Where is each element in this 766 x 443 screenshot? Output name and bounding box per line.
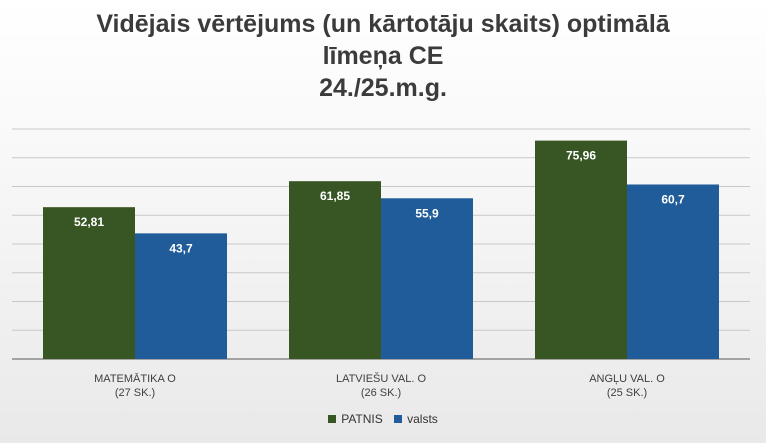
category-label: (27 SK.) — [115, 387, 155, 399]
data-label: 43,7 — [169, 241, 193, 255]
data-label: 75,96 — [566, 149, 596, 163]
bar-valsts-1 — [381, 198, 473, 359]
chart-title: Vidējais vērtējums (un kārtotāju skaits)… — [0, 8, 766, 104]
chart-title-line-3: 24./25.m.g. — [319, 74, 447, 102]
bar-valsts-0 — [135, 233, 227, 359]
legend-label-patnis: PATNIS — [341, 412, 383, 426]
chart-legend: PATNIS valsts — [0, 412, 766, 426]
legend-label-valsts: valsts — [407, 412, 438, 426]
category-label: MATEMĀTIKA O — [94, 373, 176, 385]
category-label: LATVIEŠU VAL. O — [336, 372, 427, 385]
legend-swatch-valsts — [394, 415, 403, 423]
bar-patnis-1 — [289, 181, 381, 359]
legend-item-valsts: valsts — [394, 412, 438, 426]
data-label: 61,85 — [320, 189, 350, 203]
category-label: (26 SK.) — [361, 387, 401, 399]
category-label: (25 SK.) — [607, 387, 647, 399]
legend-item-patnis: PATNIS — [328, 412, 383, 426]
data-label: 60,7 — [661, 192, 685, 206]
data-label: 52,81 — [74, 215, 104, 229]
bar-patnis-2 — [535, 140, 627, 359]
data-label: 55,9 — [415, 206, 439, 220]
legend-swatch-patnis — [328, 415, 337, 423]
category-label: ANGĻU VAL. O — [589, 373, 665, 385]
bar-valsts-2 — [627, 184, 719, 359]
bar-patnis-0 — [43, 207, 135, 359]
chart-title-line-1: Vidējais vērtējums (un kārtotāju skaits)… — [96, 10, 670, 38]
chart-title-line-2: līmeņa CE — [322, 42, 444, 70]
